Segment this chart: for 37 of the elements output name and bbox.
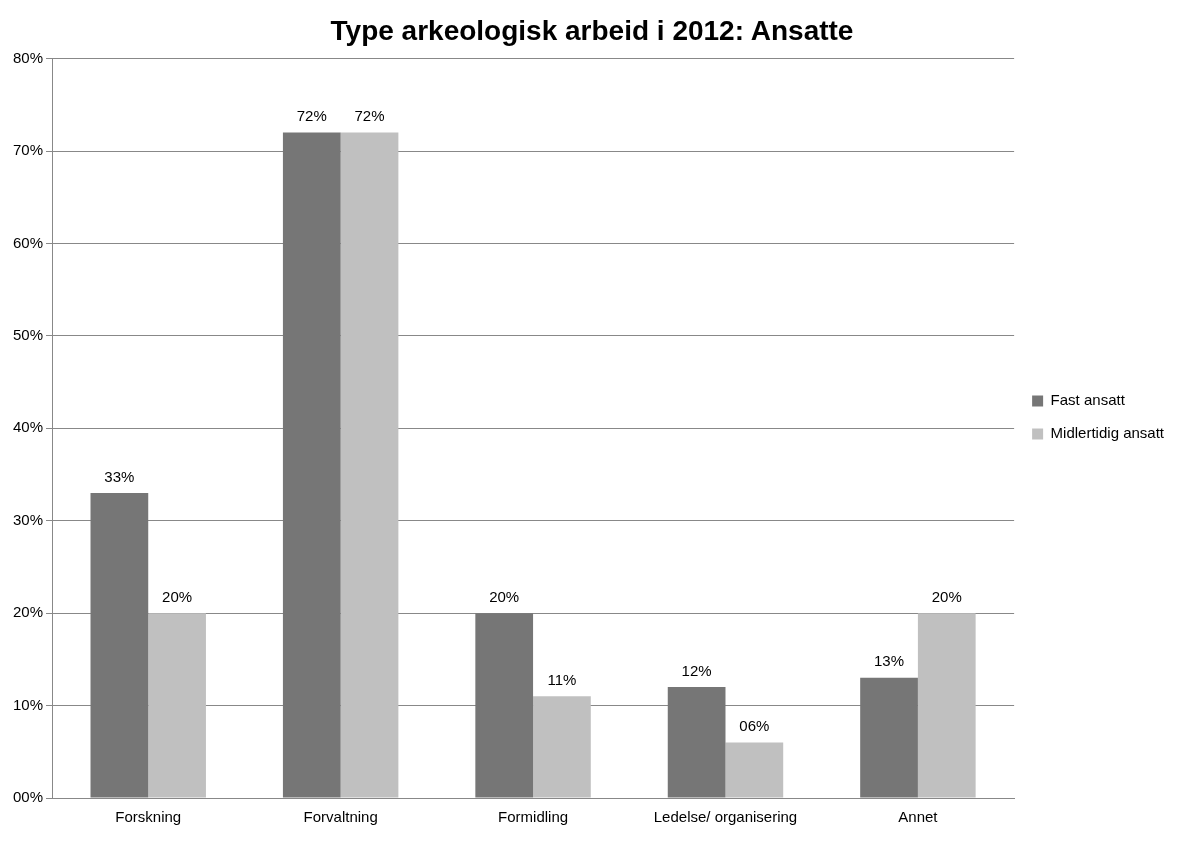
- y-tick-label: 70%: [12, 141, 44, 159]
- data-label: 33%: [104, 467, 135, 485]
- data-label: 06%: [739, 717, 770, 735]
- chart-title: Type arkeologisk arbeid i 2012: Ansatte: [330, 14, 854, 46]
- x-tick-label: Forskning: [115, 808, 182, 826]
- y-tick-label: 50%: [12, 326, 44, 344]
- data-label: 72%: [354, 107, 385, 125]
- x-tick-label: Ledelse/ organisering: [653, 808, 798, 826]
- x-tick-label: Formidling: [498, 808, 569, 826]
- bar: [475, 613, 534, 798]
- data-label: 20%: [162, 587, 193, 605]
- y-tick-label: 80%: [12, 48, 44, 66]
- data-label: 11%: [547, 670, 577, 688]
- y-tick-label: 60%: [12, 233, 44, 251]
- x-tick-label: Forvaltning: [303, 808, 378, 826]
- bar: [667, 687, 726, 798]
- data-label: 13%: [874, 652, 905, 670]
- bar: [917, 613, 976, 798]
- bar: [860, 677, 918, 798]
- y-tick-label: 40%: [12, 418, 44, 436]
- bar: [90, 493, 149, 798]
- y-tick-label: 20%: [12, 603, 44, 621]
- bar: [340, 132, 399, 798]
- data-label: 72%: [296, 107, 327, 125]
- legend-label: Fast ansatt: [1050, 391, 1126, 409]
- data-label: 20%: [931, 587, 962, 605]
- data-label: 20%: [489, 587, 520, 605]
- bar: [148, 613, 206, 798]
- bar: [282, 132, 341, 798]
- y-tick-label: 30%: [12, 510, 44, 528]
- data-label: 12%: [681, 661, 712, 679]
- x-tick-label: Annet: [898, 808, 939, 826]
- legend-label: Midlertidig ansatt: [1050, 424, 1165, 442]
- y-tick-label: 00%: [12, 788, 44, 806]
- bar: [533, 696, 591, 798]
- y-tick-label: 10%: [12, 695, 44, 713]
- bar: [725, 742, 784, 798]
